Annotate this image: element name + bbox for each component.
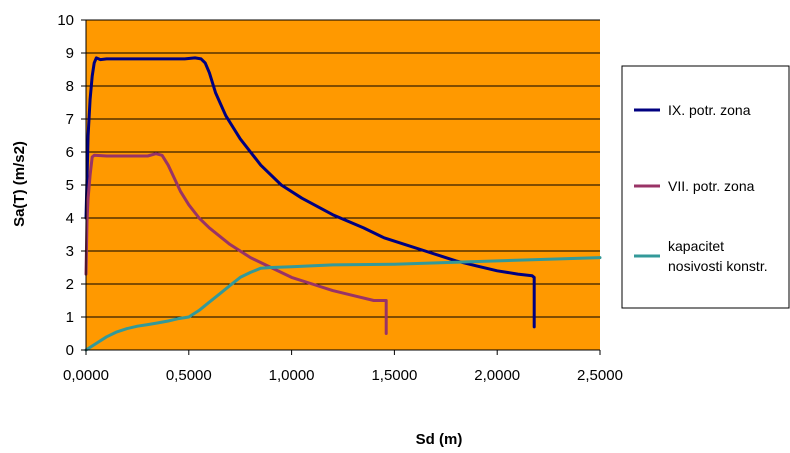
legend-label-2: VII. potr. zona: [668, 178, 755, 194]
gridlines: [86, 19, 600, 318]
x-tick-label: 2,0000: [474, 367, 520, 384]
legend-label-3: kapacitet: [668, 238, 724, 254]
y-tick-label: 0: [66, 342, 74, 359]
x-tick-labels: 0,0000 0,5000 1,0000 1,5000 2,0000 2,5000: [63, 350, 623, 384]
x-tick-label: 1,5000: [371, 367, 417, 384]
y-tick-label: 1: [66, 309, 74, 326]
x-tick-label: 0,0000: [63, 367, 109, 384]
series-line-1: [84, 56, 536, 329]
x-tick-label: 2,5000: [577, 367, 623, 384]
y-tick-label: 8: [66, 78, 74, 95]
y-tick-label: 9: [66, 45, 74, 62]
x-axis-title: Sd (m): [416, 431, 463, 448]
y-tick-label: 10: [57, 12, 74, 29]
series-line-3: [84, 256, 602, 352]
y-tick-labels: 0 1 2 3 4 5 6 7 8 9 10: [57, 12, 86, 359]
legend: IX. potr. zona VII. potr. zona kapacitet no…: [621, 65, 790, 309]
legend-label-3: nosivosti konstr.: [668, 258, 768, 274]
y-tick-label: 5: [66, 177, 74, 194]
y-tick-label: 7: [66, 111, 74, 128]
series-line-2: [84, 152, 388, 335]
y-tick-label: 3: [66, 243, 74, 260]
legend-label-1: IX. potr. zona: [668, 102, 751, 118]
y-tick-label: 6: [66, 144, 74, 161]
y-axis-title: Sa(T) (m/s2): [11, 141, 28, 227]
x-tick-label: 0,5000: [166, 367, 212, 384]
y-tick-label: 2: [66, 276, 74, 293]
y-tick-label: 4: [66, 210, 74, 227]
series-lines: [84, 56, 602, 352]
x-tick-label: 1,0000: [269, 367, 315, 384]
